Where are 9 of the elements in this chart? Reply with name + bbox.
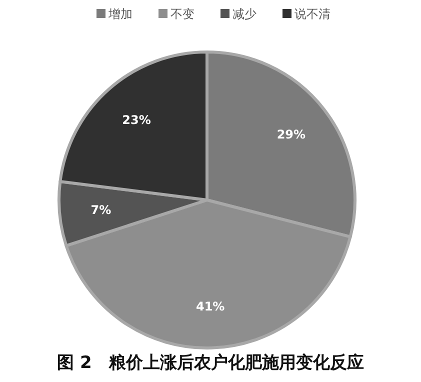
text: 图 2 粮价上涨后农户化肥施用变化反应 [57,353,364,373]
legend-label: 减少 [232,7,256,21]
legend-label: 不变 [170,7,194,21]
data-label: 29% [276,128,306,142]
data-label: 7% [90,203,112,218]
data-label: 41% [196,300,225,314]
legend-label: 增加 [108,7,132,21]
data-label: 23% [122,113,151,128]
legend-label: 说不清 [294,7,330,21]
